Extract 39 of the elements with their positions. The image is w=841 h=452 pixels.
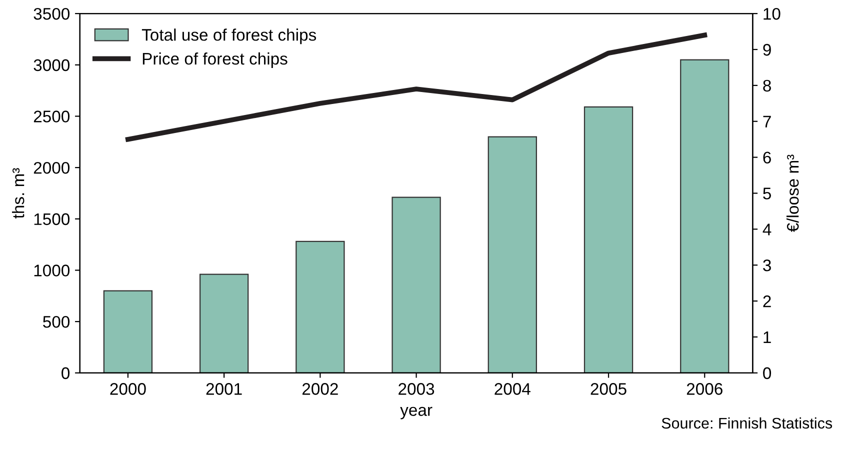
legend-label: Price of forest chips <box>142 52 288 68</box>
y-tick-label: 500 <box>43 316 70 328</box>
x-tick-label: 2001 <box>206 383 242 395</box>
legend-label: Total use of forest chips <box>142 28 316 44</box>
bar <box>296 240 345 373</box>
y-tick-label: 1500 <box>34 213 70 226</box>
y2-tick-label: 10 <box>764 8 780 20</box>
y2-tick-label: 7 <box>763 116 771 128</box>
y2-tick-label: 0 <box>763 367 772 380</box>
y2-tick-label: 1 <box>764 332 771 344</box>
y2-tick-label: 8 <box>763 80 771 92</box>
y-tick-label: 0 <box>62 367 70 380</box>
y2-tick-label: 6 <box>763 152 771 164</box>
y2-tick-label: 4 <box>762 224 772 236</box>
x-tick-label: 2005 <box>590 383 626 395</box>
y-tick-label: 2000 <box>34 162 70 174</box>
y-tick-label: 2500 <box>34 110 70 122</box>
x-tick-label: 2003 <box>398 383 434 395</box>
bar <box>392 196 441 373</box>
bar <box>488 136 537 373</box>
bar <box>584 106 634 373</box>
x-tick-label: 2002 <box>302 383 338 395</box>
y-axis-title: ths. m³ <box>12 168 24 218</box>
x-tick-label: 2004 <box>494 383 530 395</box>
y-tick-label: 1000 <box>34 264 70 276</box>
x-tick-label: 2006 <box>686 383 722 395</box>
y-tick-label: 3500 <box>34 8 70 20</box>
y2-tick-label: 5 <box>763 188 771 200</box>
y-tick-label: 3000 <box>34 59 70 72</box>
x-tick-label: 2000 <box>110 383 146 395</box>
x-axis-title: year <box>400 406 432 420</box>
y2-tick-label: 2 <box>763 295 771 308</box>
bar <box>199 274 249 373</box>
y2-tick-label: 9 <box>763 44 771 56</box>
bar <box>103 290 153 373</box>
bar <box>680 59 730 373</box>
y2-tick-label: 3 <box>763 260 771 272</box>
y2-axis-title: €/loose m³ <box>786 154 799 232</box>
source-note: Source: Finnish Statistics <box>662 417 832 429</box>
